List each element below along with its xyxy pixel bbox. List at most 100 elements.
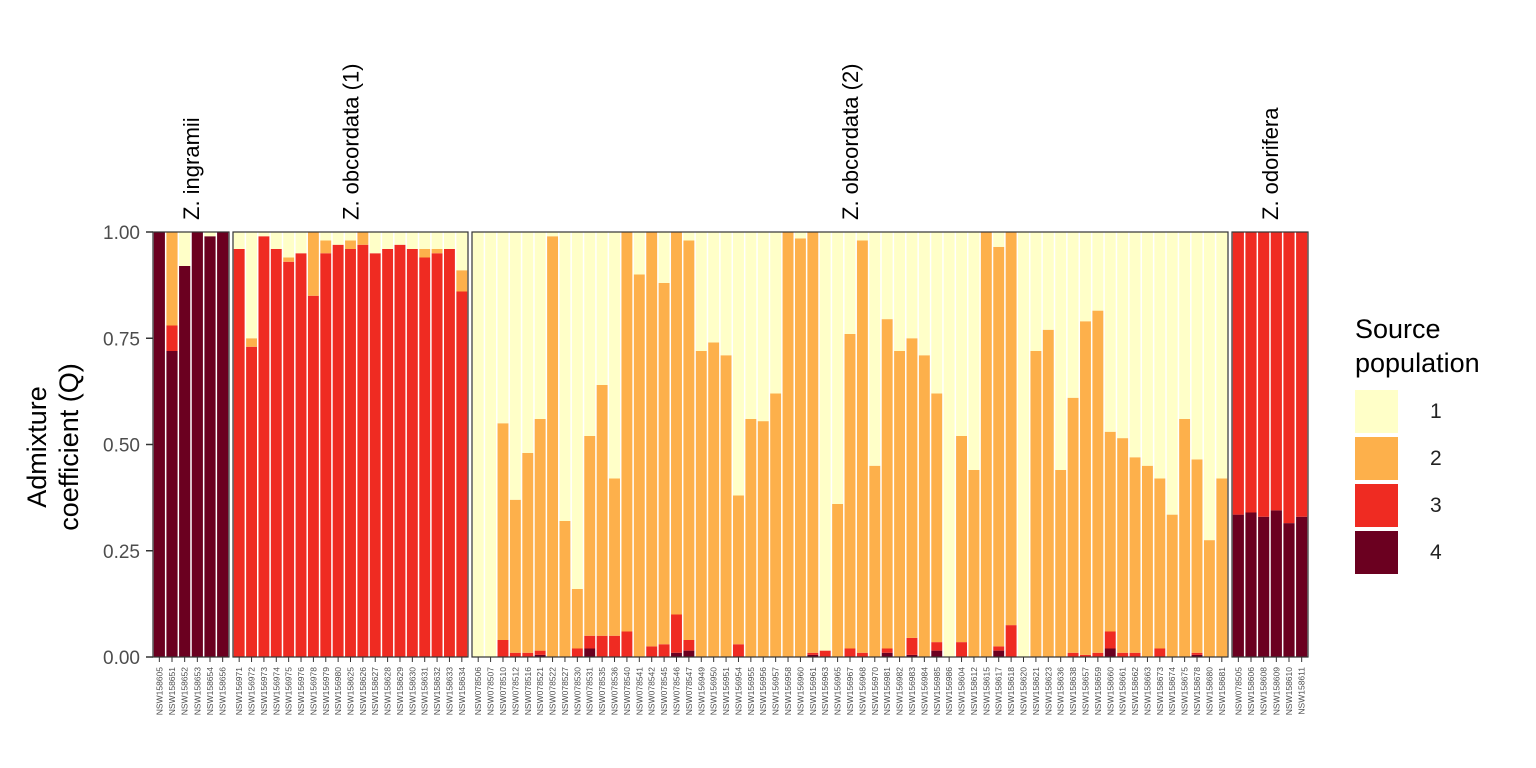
bar-segment-pop-2 <box>1203 540 1215 657</box>
bar-segment-pop-4 <box>179 266 191 657</box>
x-tick-label: NSW158625 <box>346 667 356 715</box>
panel-border <box>471 231 1229 658</box>
bar-segment-pop-4 <box>584 648 596 657</box>
bar-segment-pop-2 <box>283 257 295 262</box>
bar-segment-pop-4 <box>881 652 893 657</box>
panel-border <box>232 231 469 658</box>
bar-segment-pop-3 <box>1129 652 1141 657</box>
bar-segment-pop-2 <box>307 232 319 296</box>
x-tick-label: NSW158652 <box>180 667 190 715</box>
y-axis: 0.00 0.25 0.50 0.75 1.00 <box>103 223 153 669</box>
bar-segment-pop-1 <box>497 232 509 424</box>
bar-segment-pop-2 <box>584 436 596 636</box>
legend-item-3: 3 <box>1355 482 1480 529</box>
legend-label-3: 3 <box>1430 493 1442 517</box>
bar-segment-pop-3 <box>406 249 418 657</box>
bar-segment-pop-3 <box>1270 232 1282 511</box>
x-tick-label: NSW078522 <box>548 667 558 715</box>
bar-segment-pop-3 <box>1191 652 1203 655</box>
x-tick-label: NSW156957 <box>771 667 781 715</box>
x-tick-label: NSW158653 <box>192 667 202 715</box>
x-tick-label: NSW156976 <box>296 667 306 715</box>
x-tick-label: NSW158632 <box>432 667 442 715</box>
bar-segment-pop-1 <box>658 232 670 283</box>
x-tick-label: NSW158633 <box>444 667 454 715</box>
chart-panels: NSW158605 NSW158651 NSW158652 NSW158653 NSW1… <box>152 63 1309 715</box>
legend-title-line-1: Source <box>1355 314 1441 344</box>
bar-segment-pop-3 <box>246 346 257 657</box>
bar-segment-pop-2 <box>683 240 695 640</box>
bar-segment-pop-2 <box>509 499 521 653</box>
bar-segment-pop-1 <box>332 232 344 245</box>
bar-segment-pop-1 <box>444 232 455 249</box>
x-tick-label: NSW158615 <box>981 667 991 715</box>
bar-segment-pop-1 <box>394 232 406 245</box>
bar-segment-pop-1 <box>819 232 831 651</box>
x-tick-label: NSW156972 <box>247 667 257 715</box>
bar-segment-pop-2 <box>956 436 967 643</box>
legend: Source population 1 2 3 4 <box>1355 312 1480 576</box>
bar-segment-pop-1 <box>1117 232 1129 439</box>
x-tick-label: NSW156985 <box>932 667 942 715</box>
bar-segment-pop-1 <box>246 232 257 339</box>
bar-segment-pop-2 <box>534 419 546 651</box>
bar-segment-pop-3 <box>906 637 918 655</box>
x-tick-label: NSW158621 <box>1031 667 1041 715</box>
bar-segment-pop-1 <box>204 232 216 237</box>
bar-segment-pop-2 <box>1005 232 1017 626</box>
legend-label-4: 4 <box>1430 540 1442 564</box>
x-tick-label: NSW156979 <box>321 667 331 715</box>
panel-3: NSW078506 NSW078507 NSW078510 NSW078512 NSW0… <box>471 63 1229 715</box>
bar-segment-pop-2 <box>980 232 992 657</box>
x-tick-label: NSW156983 <box>907 667 917 715</box>
bar-segment-pop-1 <box>633 232 645 275</box>
bar-segment-pop-2 <box>832 504 844 657</box>
x-tick-label: NSW158620 <box>1019 667 1029 715</box>
bar-segment-pop-3 <box>1232 232 1244 515</box>
bar-segment-pop-2 <box>1104 431 1116 632</box>
x-tick-label: NSW156986 <box>944 667 954 715</box>
bar-segment-pop-3 <box>394 244 406 657</box>
x-tick-label: NSW156963 <box>820 667 830 715</box>
panel-2: NSW156971 NSW156972 NSW156973 NSW156974 NSW1… <box>232 63 469 715</box>
bar-segment-pop-3 <box>733 644 744 657</box>
bar-segment-pop-3 <box>522 652 534 657</box>
bar-segment-pop-2 <box>807 232 819 653</box>
x-tick-label: NSW158628 <box>383 667 393 715</box>
bar-segment-pop-1 <box>931 232 943 394</box>
bar-segment-pop-2 <box>646 232 658 647</box>
bar-segment-pop-3 <box>856 652 868 657</box>
bar-segment-pop-2 <box>658 283 670 645</box>
bar-segment-pop-2 <box>881 319 893 649</box>
bar-segment-pop-2 <box>856 240 868 653</box>
bar-segment-pop-3 <box>270 249 282 657</box>
x-tick-label: NSW158611 <box>1297 667 1307 715</box>
bar-segment-pop-1 <box>258 232 270 237</box>
bar-segment-pop-4 <box>217 232 229 657</box>
bar-segment-pop-2 <box>993 246 1005 647</box>
bar-segment-pop-1 <box>419 232 431 249</box>
bar-segment-pop-1 <box>968 232 980 470</box>
x-tick-label: NSW078546 <box>671 667 681 715</box>
bar-segment-pop-3 <box>683 640 695 651</box>
bar-segment-pop-1 <box>1154 232 1166 479</box>
bar-segment-pop-1 <box>1055 232 1067 470</box>
x-tick-label: NSW156971 <box>234 667 244 715</box>
bar-segment-pop-2 <box>497 423 509 640</box>
x-tick-label: NSW156954 <box>733 667 743 715</box>
bar-segment-pop-4 <box>1296 516 1308 657</box>
bar-segment-pop-1 <box>559 232 571 521</box>
bar-segment-pop-2 <box>671 232 682 615</box>
bar-segment-pop-2 <box>918 355 930 657</box>
x-tick-label: NSW158629 <box>395 667 405 715</box>
x-tick-label: NSW158680 <box>1204 667 1214 715</box>
bar-segment-pop-2 <box>869 465 881 657</box>
bar-segment-pop-3 <box>1080 654 1091 657</box>
bar-segment-pop-4 <box>534 654 546 657</box>
bar-segment-pop-2 <box>1030 351 1042 657</box>
x-tick-label: NSW158656 <box>218 667 228 715</box>
bar-segment-pop-1 <box>918 232 930 356</box>
x-tick-label: NSW078541 <box>634 667 644 715</box>
bar-segment-pop-2 <box>1117 438 1129 653</box>
